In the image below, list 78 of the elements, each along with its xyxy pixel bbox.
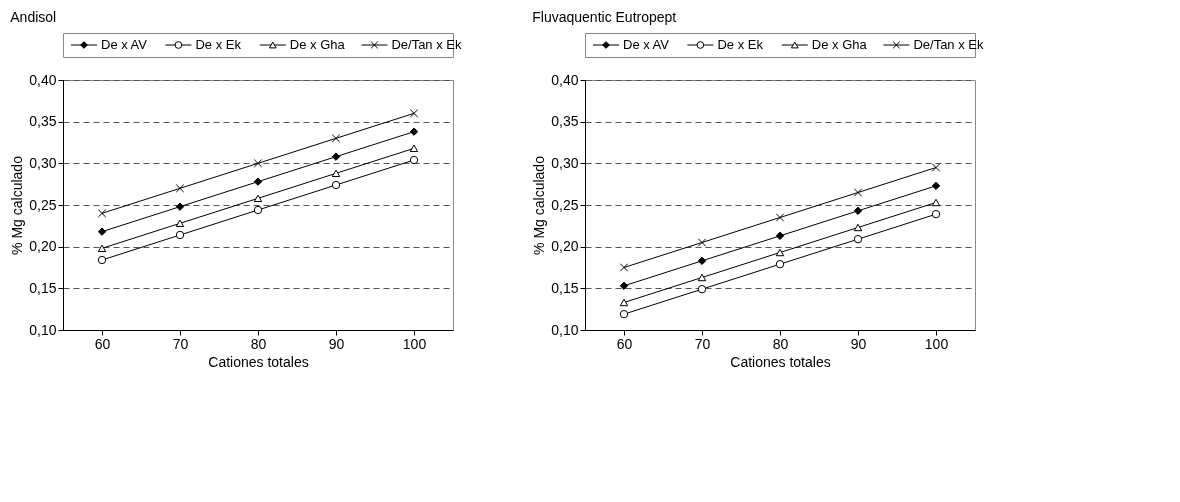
point [853,234,863,244]
x-tick-label: 100 [402,335,427,352]
chart-title: Fluvaquentic Eutropept [532,8,677,25]
x-tick-label: 90 [850,335,867,352]
point [175,219,185,228]
x-axis-title: Cationes totales [730,353,831,370]
point [931,198,941,207]
x-tick-label: 70 [694,335,711,352]
point [853,223,863,232]
x-tick-label: 80 [250,335,267,352]
point [775,213,785,222]
point [97,244,107,253]
legend-label: De/Tan x Ek [913,37,984,52]
point [331,152,341,161]
point [97,209,107,218]
x-tick-label: 60 [616,335,633,352]
x-tick-label: 90 [328,335,345,352]
point [331,169,341,178]
y-tick-label: 0,25 [551,196,579,213]
point [775,259,785,269]
point [409,127,419,136]
point [697,256,707,266]
y-tick-label: 0,10 [29,321,57,338]
point [175,202,185,211]
y-tick-label: 0,40 [29,71,57,88]
y-tick-label: 0,15 [29,279,57,296]
legend-label: De x Gha [811,37,868,52]
x-tick-label: 80 [772,335,789,352]
legend-label: De/Tan x Ek [391,37,462,52]
point [253,194,263,203]
point [853,206,863,216]
y-tick-label: 0,35 [29,113,57,130]
point [409,109,419,118]
y-tick-label: 0,15 [551,279,579,296]
chart-title: Andisol [10,8,57,25]
point [409,144,419,153]
y-axis-title: % Mg calculado [9,155,26,255]
legend-label: De x Ek [195,37,242,52]
point [853,188,863,197]
point [619,263,629,272]
legend-label: De x Ek [717,37,764,52]
point [409,155,419,165]
point [619,309,629,319]
y-tick-label: 0,20 [29,238,57,255]
point [697,238,707,247]
point [697,284,707,294]
point [931,181,941,191]
y-tick-label: 0,25 [29,196,57,213]
x-axis-title: Cationes totales [208,353,309,370]
x-tick-label: 70 [172,335,189,352]
y-tick-label: 0,20 [551,238,579,255]
y-tick-label: 0,30 [551,154,579,171]
point [331,180,341,190]
x-tick-label: 60 [94,335,111,352]
x-tick-label: 100 [924,335,949,352]
point [619,298,629,307]
point [175,184,185,193]
point [775,231,785,241]
y-tick-label: 0,40 [551,71,579,88]
point [97,227,107,236]
point [253,177,263,186]
point [931,209,941,219]
y-axis-title: % Mg calculado [531,155,548,255]
legend-label: De x Gha [289,37,346,52]
point [331,134,341,143]
point [697,273,707,282]
point [253,205,263,215]
legend-label: De x AV [101,37,148,52]
point [253,159,263,168]
point [931,163,941,172]
legend-label: De x AV [623,37,670,52]
point [619,281,629,291]
point [97,255,107,265]
point [775,248,785,257]
point [175,230,185,240]
y-tick-label: 0,10 [551,321,579,338]
y-tick-label: 0,30 [29,154,57,171]
y-tick-label: 0,35 [551,113,579,130]
